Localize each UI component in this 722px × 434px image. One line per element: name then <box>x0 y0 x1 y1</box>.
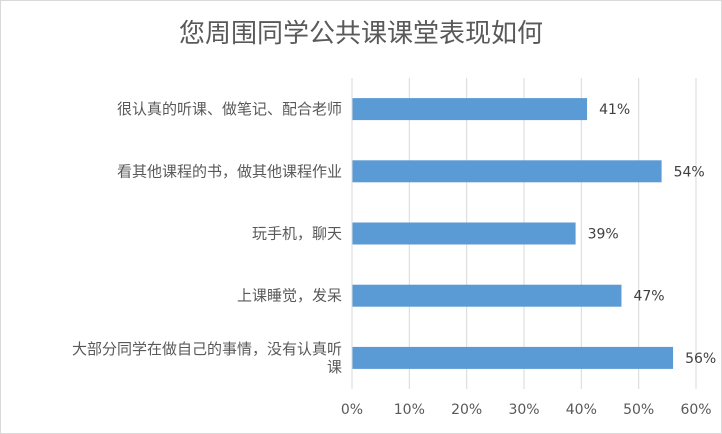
category-label: 看其他课程的书，做其他课程作业 <box>117 162 342 180</box>
category-label: 大部分同学在做自己的事情，没有认真听 <box>72 340 342 358</box>
data-label: 39% <box>588 227 619 243</box>
x-tick-label: 10% <box>394 402 425 418</box>
bar <box>352 346 674 369</box>
bar <box>352 98 588 121</box>
bar <box>352 222 576 245</box>
category-label: 上课睡觉，发呆 <box>237 287 342 305</box>
x-tick-label: 20% <box>451 402 482 418</box>
x-tick-label: 60% <box>680 402 711 418</box>
data-label: 56% <box>685 351 716 367</box>
x-tick-label: 30% <box>508 402 539 418</box>
bar <box>352 284 622 307</box>
category-label: 玩手机，聊天 <box>252 225 342 243</box>
x-tick-label: 50% <box>623 402 654 418</box>
data-label: 54% <box>674 164 705 180</box>
bar <box>352 160 662 183</box>
data-label: 41% <box>599 102 630 118</box>
x-tick-label: 0% <box>341 402 363 418</box>
data-label: 47% <box>633 289 664 305</box>
category-label: 课 <box>327 358 342 376</box>
x-tick-label: 40% <box>566 402 597 418</box>
chart-title: 您周围同学公共课课堂表现如何 <box>178 19 543 49</box>
category-label: 很认真的听课、做笔记、配合老师 <box>117 100 342 118</box>
